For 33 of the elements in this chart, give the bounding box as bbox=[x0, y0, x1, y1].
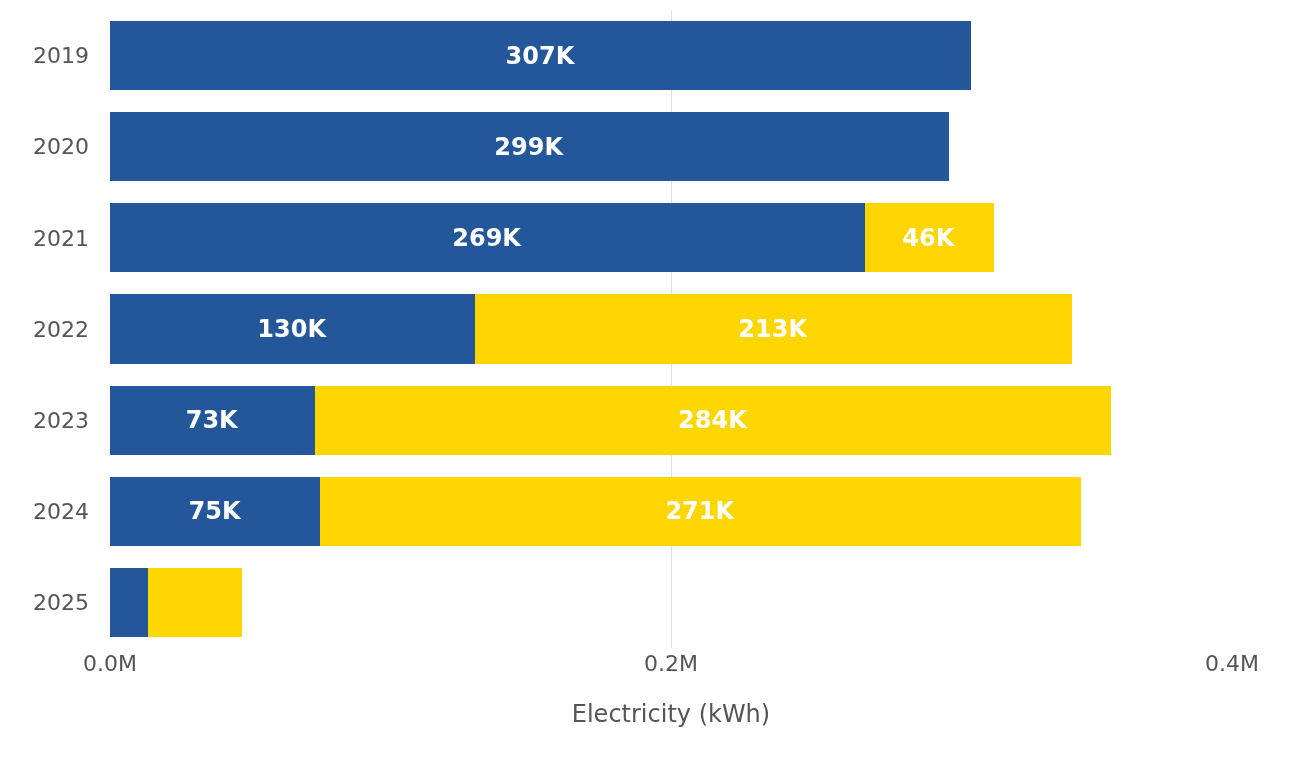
bar bbox=[110, 567, 148, 638]
x-tick-label: 0.4M bbox=[1205, 651, 1259, 676]
data-label: 307K bbox=[505, 41, 576, 70]
bar bbox=[110, 20, 972, 91]
data-label: 269K bbox=[452, 223, 523, 252]
x-tick-label: 0.0M bbox=[83, 651, 137, 676]
y-tick-label: 2021 bbox=[33, 225, 89, 251]
y-tick-label: 2024 bbox=[33, 498, 89, 524]
bar bbox=[320, 476, 1081, 546]
bar bbox=[110, 476, 321, 546]
data-label: 284K bbox=[678, 406, 749, 435]
y-tick-label: 2019 bbox=[33, 43, 89, 69]
bar bbox=[147, 567, 242, 638]
data-label: 46K bbox=[902, 223, 956, 252]
bar bbox=[110, 112, 949, 182]
bar bbox=[110, 385, 315, 455]
bar bbox=[110, 294, 475, 364]
bar bbox=[864, 203, 994, 273]
bar bbox=[474, 294, 1073, 364]
bar bbox=[110, 203, 865, 273]
data-label: 73K bbox=[185, 406, 240, 435]
data-label: 75K bbox=[188, 497, 242, 526]
data-label: 130K bbox=[257, 315, 328, 343]
x-axis-title: Electricity (kWh) bbox=[571, 700, 771, 729]
data-label: 213K bbox=[738, 315, 809, 343]
bar bbox=[314, 385, 1112, 455]
x-tick-label: 0.2M bbox=[644, 651, 698, 676]
data-label: 299K bbox=[494, 132, 565, 161]
data-label: 271K bbox=[665, 497, 736, 526]
y-tick-label: 2022 bbox=[33, 316, 89, 342]
y-tick-label: 2025 bbox=[33, 590, 89, 616]
y-tick-label: 2023 bbox=[33, 407, 89, 433]
y-tick-label: 2020 bbox=[33, 134, 89, 160]
